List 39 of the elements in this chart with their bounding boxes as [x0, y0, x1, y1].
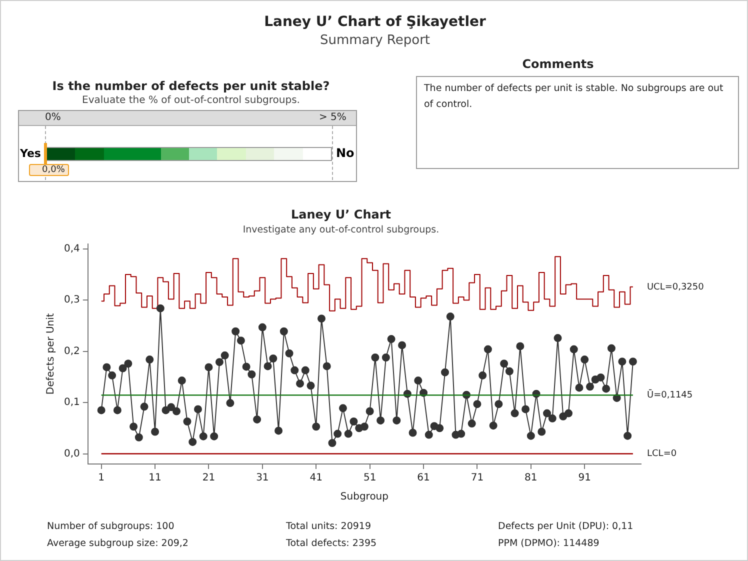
text: Summary Report — [320, 33, 430, 48]
chart-subtitle: Investigate any out-of-control subgroups. — [242, 224, 440, 236]
x-tick-label: 71 — [470, 472, 484, 484]
text: No — [336, 146, 354, 160]
x-tick-label: 41 — [310, 472, 322, 484]
x-tick-label: 31 — [256, 472, 269, 484]
y-tick-label: 0,0 — [64, 448, 80, 460]
ref-line-label: LCL=0 — [647, 449, 677, 460]
y-tick-label: 0,4 — [64, 244, 80, 255]
x-tick-label: 61 — [417, 472, 430, 484]
y-tick-label: 0,1 — [64, 397, 80, 408]
text: Evaluate the % of out-of-control subgroups. — [82, 95, 300, 106]
annotation: UCL=0,3250 — [646, 282, 704, 293]
text: PPM (DPMO): 114489 — [498, 538, 600, 549]
text: Number of subgroups: 100 — [47, 521, 174, 532]
x-tick-label: 81 — [524, 472, 538, 484]
y-axis-title: Defects per Unit — [46, 313, 57, 395]
x-tick-label: 91 — [578, 472, 591, 484]
y-tick-label: 0,2 — [64, 346, 80, 357]
chart-title: Laney U’ Chart — [290, 207, 392, 222]
x-tick-label: 11 — [148, 472, 162, 484]
text: Total units: 20919 — [286, 521, 372, 532]
x-tick-label: 1 — [98, 472, 105, 484]
text: The number of defects per unit is stable. No subgroups are out of control. — [424, 82, 724, 112]
x-axis-title: Subgroup — [340, 492, 388, 503]
text: Yes — [20, 147, 41, 160]
text: Total defects: 2395 — [286, 538, 377, 549]
ref-line-label: Ū=0,1145 — [647, 388, 693, 400]
text: Is the number of defects per unit stable? — [52, 79, 330, 93]
text: Laney U’ Chart of Şikayetler — [264, 14, 486, 30]
x-tick-label: 51 — [363, 472, 376, 484]
text: 0% — [45, 112, 61, 123]
y-tick-label: 0,3 — [64, 294, 80, 306]
text: > 5% — [319, 112, 346, 123]
text: Defects per Unit (DPU): 0,11 — [498, 521, 634, 532]
x-tick-label: 21 — [202, 472, 216, 484]
text: Average subgroup size: 209,2 — [47, 538, 188, 549]
text: Comments — [522, 57, 594, 71]
text: 0,0% — [29, 164, 69, 176]
